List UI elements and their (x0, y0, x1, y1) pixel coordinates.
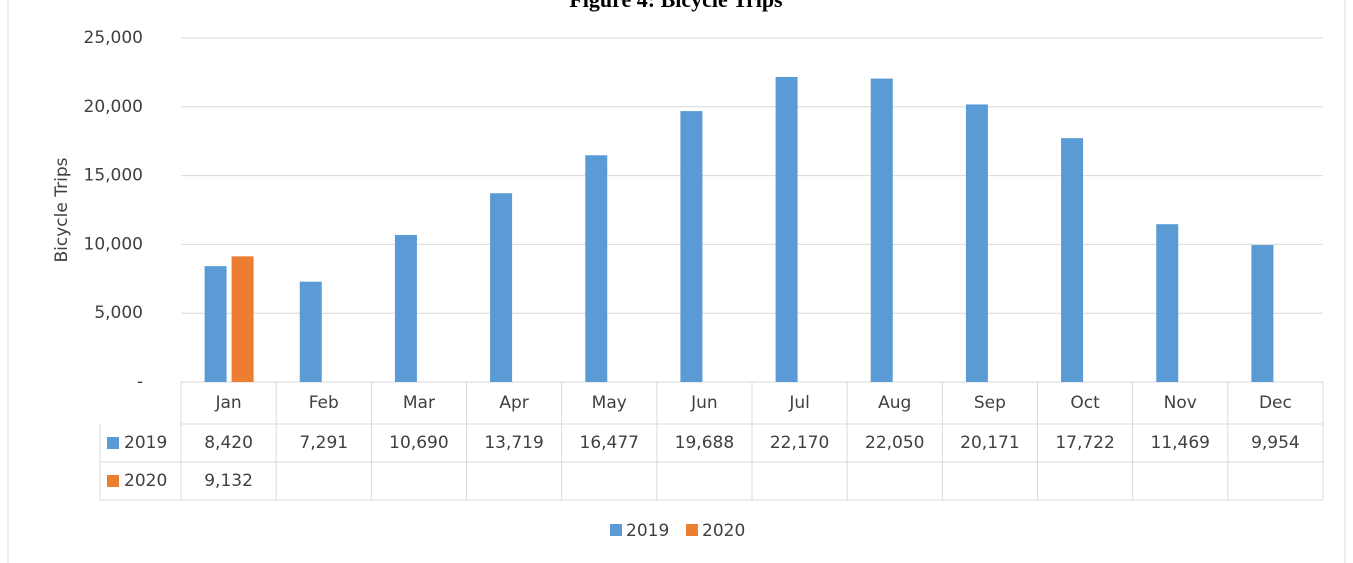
x-tick-label: May (592, 393, 627, 413)
table-cell: 10,690 (389, 433, 448, 453)
bar (1251, 245, 1274, 382)
x-tick-label: Jun (690, 393, 718, 413)
bar (299, 281, 322, 382)
bar (1156, 224, 1179, 382)
x-tick-label: Feb (309, 393, 339, 413)
y-axis-label: Bicycle Trips (52, 157, 72, 262)
x-tick-label: Oct (1070, 393, 1100, 413)
x-tick-label: Dec (1259, 393, 1292, 413)
table-cell: 16,477 (580, 433, 639, 453)
y-tick-label: 10,000 (84, 234, 143, 254)
x-tick-label: Nov (1164, 393, 1197, 413)
bar (231, 256, 254, 382)
bar (680, 111, 703, 383)
legend-label: 2020 (702, 521, 745, 541)
table-cell: 17,722 (1055, 433, 1114, 453)
chart-frame (7, 0, 1346, 563)
y-tick-label: 25,000 (84, 28, 143, 48)
legend-key (610, 524, 622, 536)
x-tick-label: Jul (788, 393, 810, 413)
bar (775, 76, 798, 383)
bar (585, 155, 608, 382)
x-tick-label: Apr (499, 393, 528, 413)
x-tick-label: Aug (878, 393, 911, 413)
table-cell: 7,291 (299, 433, 348, 453)
legend-key (686, 524, 698, 536)
table-cell: 9,132 (204, 471, 253, 491)
bar (204, 266, 227, 382)
table-cell: 22,050 (865, 433, 924, 453)
table-cell: 19,688 (675, 433, 734, 453)
y-tick-label: 15,000 (84, 166, 143, 186)
table-cell: 20,171 (960, 433, 1019, 453)
bar (490, 193, 513, 382)
table-cell: 8,420 (204, 433, 253, 453)
legend-label: 2019 (626, 521, 669, 541)
y-tick-label: 5,000 (94, 303, 143, 323)
table-cell: 22,170 (770, 433, 829, 453)
table-legend-key (107, 437, 119, 449)
x-tick-label: Sep (974, 393, 1006, 413)
table-cell: 11,469 (1151, 433, 1210, 453)
bar (870, 78, 893, 382)
y-tick-label: 20,000 (84, 97, 143, 117)
y-tick-label: - (137, 372, 143, 392)
x-tick-label: Mar (403, 393, 435, 413)
table-legend-key (107, 475, 119, 487)
chart-title: Figure 4: Bicycle Trips (569, 0, 783, 12)
bar (1061, 138, 1084, 382)
bar (394, 234, 417, 382)
table-row-label: 2020 (124, 471, 167, 491)
bar (965, 104, 988, 383)
table-cell: 13,719 (484, 433, 543, 453)
table-cell: 9,954 (1251, 433, 1300, 453)
table-row-label: 2019 (124, 433, 167, 453)
x-tick-label: Jan (214, 393, 241, 413)
